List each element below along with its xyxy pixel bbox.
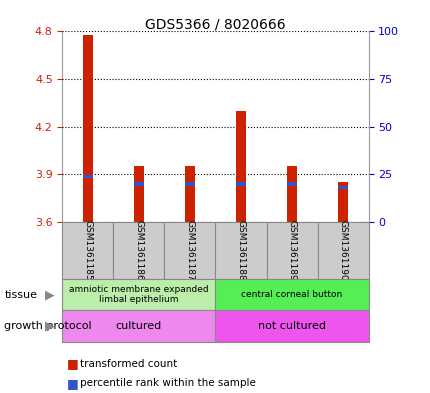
Bar: [164, 222, 215, 279]
Text: GSM1361188: GSM1361188: [236, 220, 245, 281]
Text: GSM1361187: GSM1361187: [185, 220, 194, 281]
Bar: [215, 222, 266, 279]
Text: cultured: cultured: [116, 321, 162, 331]
Bar: [185, 167, 194, 222]
Bar: [83, 35, 92, 222]
Text: ■: ■: [67, 357, 78, 370]
Text: ▶: ▶: [45, 320, 54, 333]
Bar: [338, 182, 347, 222]
Text: percentile rank within the sample: percentile rank within the sample: [80, 378, 255, 388]
Bar: [287, 182, 296, 185]
Text: GSM1361190: GSM1361190: [338, 220, 347, 281]
Text: amniotic membrane expanded
limbal epithelium: amniotic membrane expanded limbal epithe…: [69, 285, 208, 305]
Text: GSM1361186: GSM1361186: [134, 220, 143, 281]
Text: GDS5366 / 8020666: GDS5366 / 8020666: [145, 18, 285, 32]
Bar: [134, 167, 143, 222]
Bar: [236, 111, 245, 222]
Text: transformed count: transformed count: [80, 358, 177, 369]
Text: tissue: tissue: [4, 290, 37, 300]
Bar: [215, 279, 368, 310]
Bar: [287, 167, 296, 222]
Text: central corneal button: central corneal button: [241, 290, 342, 299]
Text: GSM1361185: GSM1361185: [83, 220, 92, 281]
Bar: [317, 222, 368, 279]
Bar: [134, 182, 143, 185]
Bar: [185, 182, 194, 185]
Bar: [215, 310, 368, 342]
Bar: [266, 222, 317, 279]
Bar: [62, 222, 113, 279]
Text: growth protocol: growth protocol: [4, 321, 92, 331]
Text: ■: ■: [67, 376, 78, 390]
Text: not cultured: not cultured: [258, 321, 325, 331]
Bar: [62, 310, 215, 342]
Bar: [338, 186, 347, 189]
Bar: [236, 182, 245, 185]
Bar: [62, 279, 215, 310]
Text: GSM1361189: GSM1361189: [287, 220, 296, 281]
Bar: [83, 174, 92, 178]
Text: ▶: ▶: [45, 288, 54, 301]
Bar: [113, 222, 164, 279]
